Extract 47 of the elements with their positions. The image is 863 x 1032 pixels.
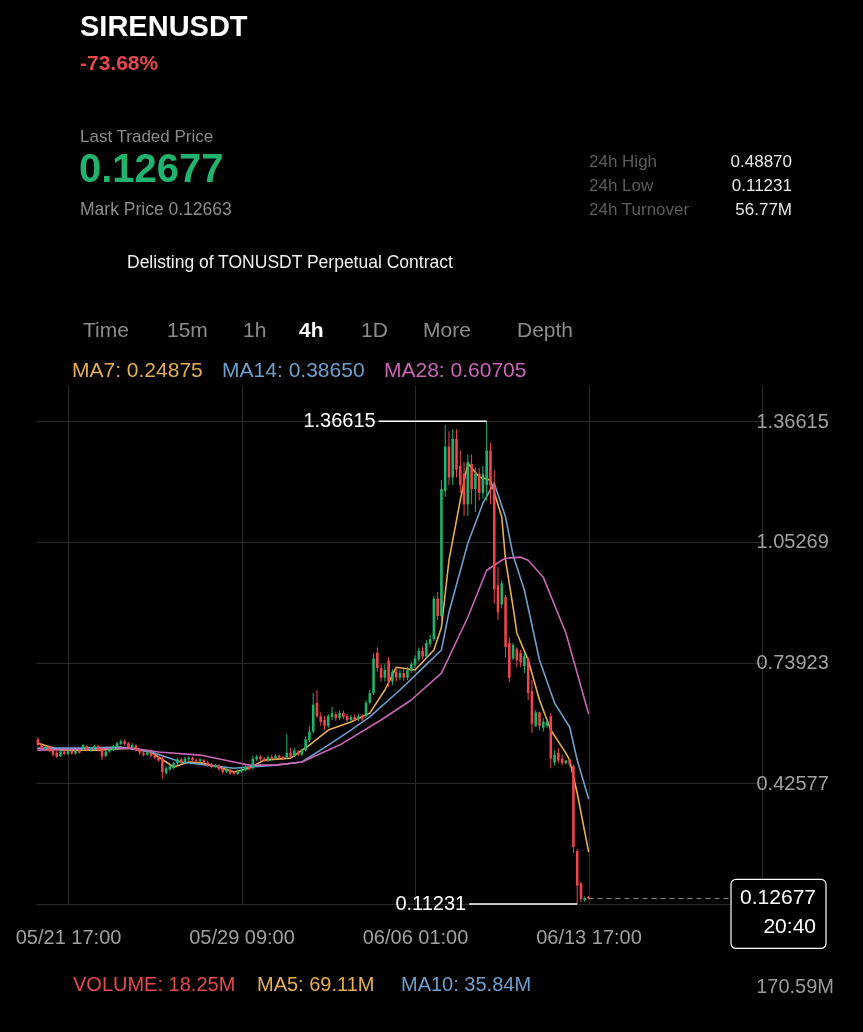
candlestick — [523, 652, 526, 674]
text: MA5: 69.11M — [257, 973, 375, 995]
text: 0.48870 — [730, 152, 792, 171]
text: 4h — [299, 318, 324, 341]
x-tick-label: 06/13 17:00 — [536, 925, 642, 948]
ref-line-label: 0.12677 — [740, 885, 816, 909]
text: Delisting of TONUSDT Perpetual Contract — [127, 252, 453, 272]
candlestick — [161, 756, 164, 780]
text: 1h — [243, 318, 267, 341]
candlestick — [281, 755, 285, 761]
annotation: 1.36615 — [303, 409, 376, 432]
candlestick — [425, 639, 428, 659]
text: VOLUME: 18.25M — [73, 973, 236, 995]
text: 1D — [361, 318, 388, 341]
text: 20:40 — [763, 914, 816, 937]
text: 24h Low — [589, 176, 654, 195]
text: 0.12677 — [79, 146, 224, 190]
candlestick — [500, 579, 504, 609]
candlestick — [474, 467, 477, 513]
text: MA14: 0.38650 — [222, 358, 365, 381]
text: More — [423, 318, 471, 341]
x-tick-label: 05/29 09:00 — [189, 925, 295, 948]
y-tick-label: 0.73923 — [756, 651, 829, 674]
text: Depth — [517, 318, 574, 341]
text: 24h High — [589, 152, 658, 171]
text: MA10: 35.84M — [401, 973, 532, 995]
x-tick-label: 06/06 01:00 — [362, 925, 469, 948]
text: Time — [83, 318, 129, 341]
candlestick — [387, 656, 390, 688]
text: MA28: 0.60705 — [384, 358, 527, 381]
annotation: 0.11231 — [395, 892, 467, 914]
text: Last Traded Price — [80, 127, 214, 146]
text: 15m — [167, 318, 208, 341]
x-tick-label: 05/21 17:00 — [15, 925, 122, 948]
text: Mark Price 0.12663 — [80, 199, 232, 219]
text: 24h Turnover — [589, 200, 690, 219]
y-tick-label: 1.36615 — [756, 409, 829, 432]
text: 0.11231 — [731, 176, 792, 195]
text: MA7: 0.24875 — [72, 358, 203, 381]
chart-title: SIRENUSDT — [80, 10, 248, 42]
chart-subtitle: -73.68% — [80, 51, 159, 74]
text: 170.59M — [756, 975, 834, 997]
candlestick — [436, 591, 439, 621]
text: 56.77M — [735, 200, 792, 219]
candlestick — [213, 763, 217, 769]
y-tick-label: 0.42577 — [756, 771, 829, 794]
y-tick-label: 1.05269 — [756, 530, 829, 553]
